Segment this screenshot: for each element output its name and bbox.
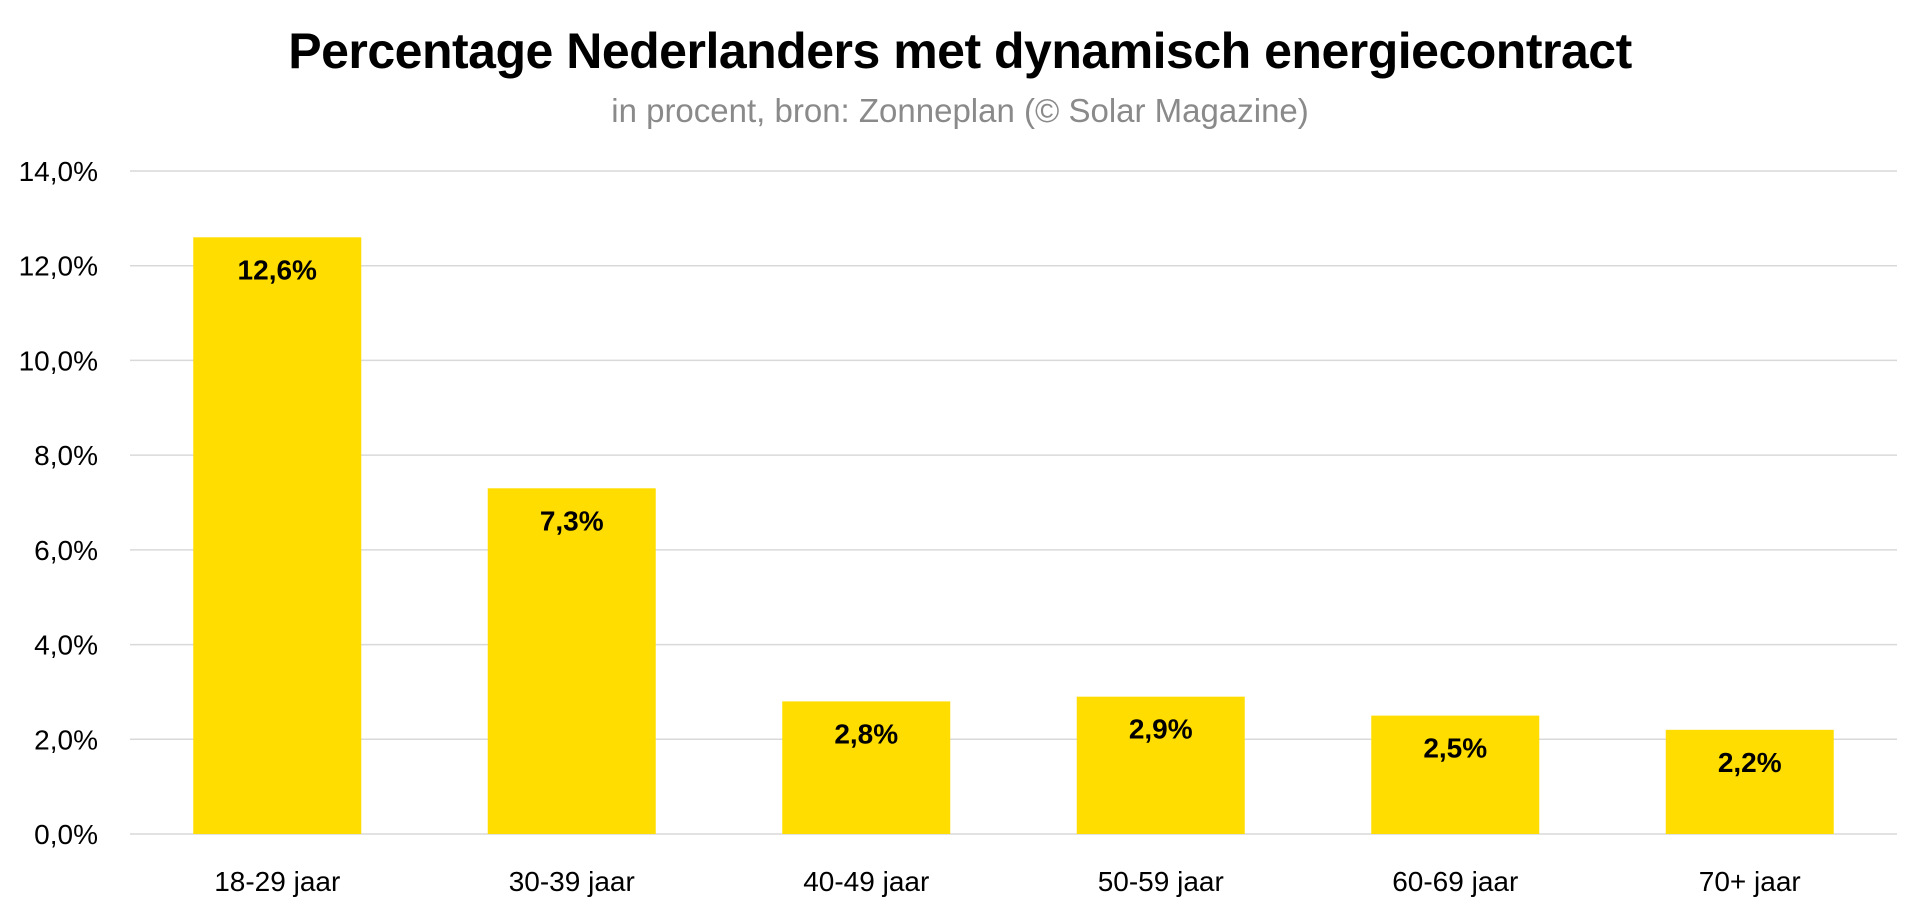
y-tick-label: 14,0% bbox=[19, 156, 98, 187]
data-label: 2,9% bbox=[1129, 714, 1193, 745]
data-label: 12,6% bbox=[238, 254, 317, 285]
x-tick-label: 40-49 jaar bbox=[803, 866, 929, 897]
x-tick-label: 50-59 jaar bbox=[1098, 866, 1224, 897]
y-axis: 0,0% 2,0% 4,0% 6,0% 8,0% 10,0% 12,0% 14,0% bbox=[19, 156, 98, 850]
y-tick-label: 2,0% bbox=[34, 724, 98, 755]
x-tick-label: 70+ jaar bbox=[1699, 866, 1801, 897]
bar bbox=[193, 237, 362, 835]
chart-subtitle: in procent, bron: Zonneplan (© Solar Mag… bbox=[611, 92, 1309, 129]
data-labels: 12,6% 7,3% 2,8% 2,9% 2,5% 2,2% bbox=[238, 254, 1782, 778]
data-label: 2,8% bbox=[834, 718, 898, 749]
x-tick-label: 18-29 jaar bbox=[214, 866, 340, 897]
y-tick-label: 0,0% bbox=[34, 819, 98, 850]
x-tick-label: 30-39 jaar bbox=[509, 866, 635, 897]
y-tick-label: 8,0% bbox=[34, 440, 98, 471]
x-axis: 18-29 jaar 30-39 jaar 40-49 jaar 50-59 jaar… bbox=[214, 866, 1801, 897]
bar bbox=[1371, 715, 1540, 834]
data-label: 7,3% bbox=[540, 505, 604, 536]
bar bbox=[1076, 696, 1245, 834]
x-tick-label: 60-69 jaar bbox=[1392, 866, 1518, 897]
gridlines bbox=[130, 170, 1897, 835]
bar bbox=[487, 488, 656, 834]
y-tick-label: 4,0% bbox=[34, 630, 98, 661]
y-tick-label: 6,0% bbox=[34, 535, 98, 566]
y-tick-label: 12,0% bbox=[19, 251, 98, 282]
data-label: 2,2% bbox=[1718, 747, 1782, 778]
chart-title: Percentage Nederlanders met dynamisch en… bbox=[288, 23, 1632, 79]
data-label: 2,5% bbox=[1423, 733, 1487, 764]
bar bbox=[1665, 729, 1834, 834]
bars bbox=[193, 237, 1834, 835]
bar bbox=[782, 701, 951, 834]
y-tick-label: 10,0% bbox=[19, 345, 98, 376]
